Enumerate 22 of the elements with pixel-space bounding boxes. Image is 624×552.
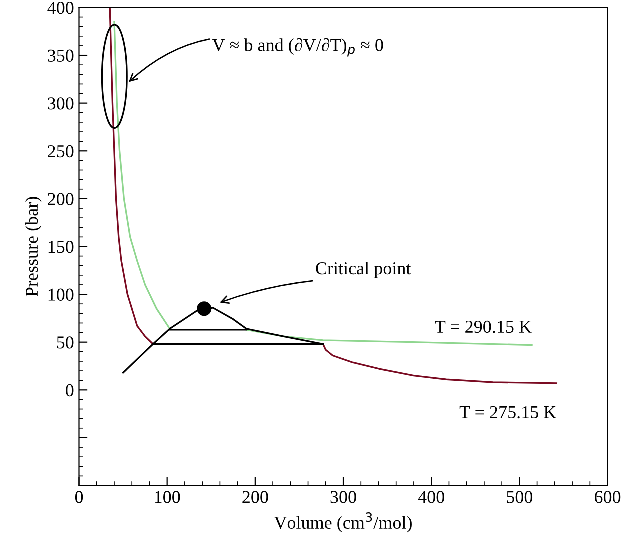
x-tick-label: 0 <box>75 491 84 504</box>
x-tick-label: 400 <box>418 491 444 504</box>
x-axis-title: Volume (cm$^{3}$/mol) <box>274 512 412 533</box>
y-tick-label: 200 <box>48 193 74 206</box>
y-tick-label: 250 <box>48 145 74 158</box>
x-tick-label: 500 <box>507 491 533 504</box>
annotation: Critical point <box>316 262 412 278</box>
x-tick-label: 200 <box>242 491 268 504</box>
x-tick-label: 100 <box>155 491 180 504</box>
x-tick-label: 300 <box>330 491 356 504</box>
y-tick-label: 150 <box>48 241 74 254</box>
series-label: T = 290.15 K <box>435 320 532 334</box>
x-tick-label: 600 <box>595 491 621 504</box>
y-tick-label: 0 <box>66 384 74 397</box>
y-tick-label: 400 <box>48 2 74 14</box>
y-tick-label: 300 <box>48 98 74 110</box>
y-axis-title: Pressure (bar) <box>25 197 42 297</box>
series-label: T = 275.15 K <box>460 406 556 419</box>
y-tick-label: 50 <box>57 336 74 349</box>
annotation: V ≈ b and (∂V/∂T)$_{p}$ ≈ 0 <box>212 38 384 57</box>
y-tick-label: 350 <box>48 50 74 62</box>
y-tick-label: 100 <box>48 288 74 301</box>
